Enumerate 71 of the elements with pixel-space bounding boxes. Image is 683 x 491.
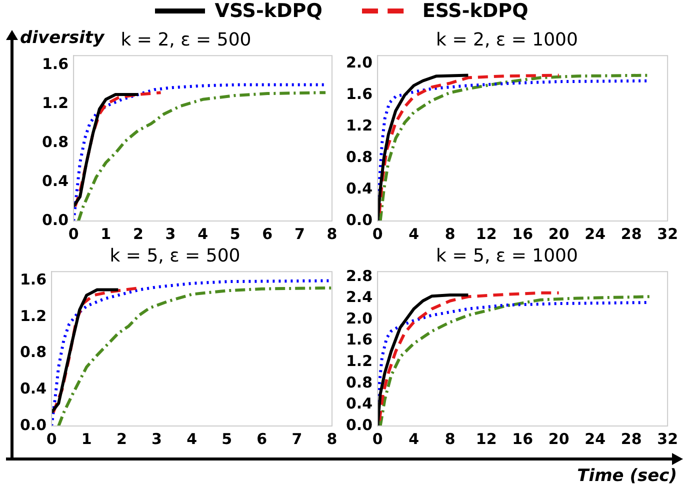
x-tick-label: 6 <box>256 430 268 448</box>
legend-label: VSS-kDPQ <box>214 0 322 22</box>
chart-title: k = 5, ε = 1000 <box>436 245 578 266</box>
y-tick-label: 0.4 <box>346 179 373 198</box>
x-tick-label: 1 <box>81 430 92 448</box>
chart-title: k = 2, ε = 500 <box>120 29 252 50</box>
x-tick-label: 6 <box>262 224 273 243</box>
x-tick-label: 12 <box>476 224 497 243</box>
x-tick-label: 24 <box>584 224 606 243</box>
line-series <box>378 291 560 422</box>
y-tick-label: 0.8 <box>42 133 69 152</box>
y-tick-label: 2.4 <box>346 288 373 306</box>
y-tick-label: 0.0 <box>346 416 373 434</box>
x-tick-label: 0 <box>372 224 383 243</box>
y-tick-label: 0.8 <box>20 343 47 362</box>
x-tick-label: 5 <box>230 224 240 243</box>
x-tick-label: 20 <box>548 430 570 448</box>
x-tick-label: 8 <box>326 430 338 448</box>
y-tick-label: 0.4 <box>346 394 373 413</box>
y-tick-label: 1.2 <box>346 116 373 134</box>
y-tick-label: 1.6 <box>346 330 373 349</box>
y-tick-label: 2.0 <box>346 309 373 328</box>
x-tick-label: 7 <box>292 430 302 448</box>
x-tick-label: 32 <box>657 224 678 243</box>
x-tick-label: 1 <box>100 224 112 243</box>
x-axis-title: Time (sec) <box>577 466 677 486</box>
line-series <box>378 74 560 215</box>
y-tick-label: 1.6 <box>346 84 373 103</box>
x-tick-label: 5 <box>222 430 232 448</box>
x-tick-label: 4 <box>408 224 420 243</box>
chart-title: k = 5, ε = 500 <box>110 245 240 266</box>
x-tick-label: 0 <box>372 430 383 448</box>
y-tick-label: 1.2 <box>42 94 69 112</box>
y-tick-label: 0.8 <box>346 373 373 392</box>
y-tick-label: 0.0 <box>42 210 69 229</box>
x-tick-label: 32 <box>657 430 678 448</box>
line-series <box>74 91 162 208</box>
y-tick-label: 0.4 <box>20 380 47 398</box>
x-tick-label: 7 <box>294 224 305 243</box>
x-tick-label: 3 <box>165 224 176 243</box>
y-tick-label: 1.2 <box>20 306 47 325</box>
x-tick-label: 24 <box>584 430 606 448</box>
x-tick-label: 4 <box>408 430 420 448</box>
y-axis-title: diversity <box>20 28 104 48</box>
x-tick-label: 8 <box>326 224 338 243</box>
x-tick-label: 20 <box>548 224 570 243</box>
x-tick-label: 2 <box>132 224 144 243</box>
x-tick-label: 2 <box>116 430 127 448</box>
legend-label: ESS-kDPQ <box>422 0 528 22</box>
x-tick-label: 12 <box>476 430 497 448</box>
x-tick-label: 28 <box>620 224 642 243</box>
x-tick-label: 8 <box>444 224 456 243</box>
y-tick-label: 2.0 <box>346 53 373 72</box>
y-tick-label: 0.4 <box>42 172 69 190</box>
x-tick-label: 0 <box>68 224 79 243</box>
y-tick-label: 0.0 <box>20 416 47 434</box>
x-tick-label: 4 <box>198 224 208 243</box>
y-tick-label: 0.0 <box>346 210 373 229</box>
x-tick-label: 4 <box>186 430 198 448</box>
x-tick-label: 3 <box>152 430 162 448</box>
chart-title: k = 2, ε = 1000 <box>436 29 578 50</box>
y-tick-label: 1.2 <box>346 352 373 370</box>
y-tick-label: 2.8 <box>346 266 373 285</box>
y-tick-label: 1.6 <box>42 55 69 74</box>
y-tick-label: 0.8 <box>346 148 373 166</box>
x-tick-label: 0 <box>46 430 57 448</box>
y-tick-label: 1.6 <box>20 270 47 289</box>
x-tick-label: 28 <box>620 430 642 448</box>
x-tick-label: 16 <box>512 224 534 243</box>
x-tick-label: 16 <box>512 430 534 448</box>
x-tick-label: 8 <box>444 430 456 448</box>
